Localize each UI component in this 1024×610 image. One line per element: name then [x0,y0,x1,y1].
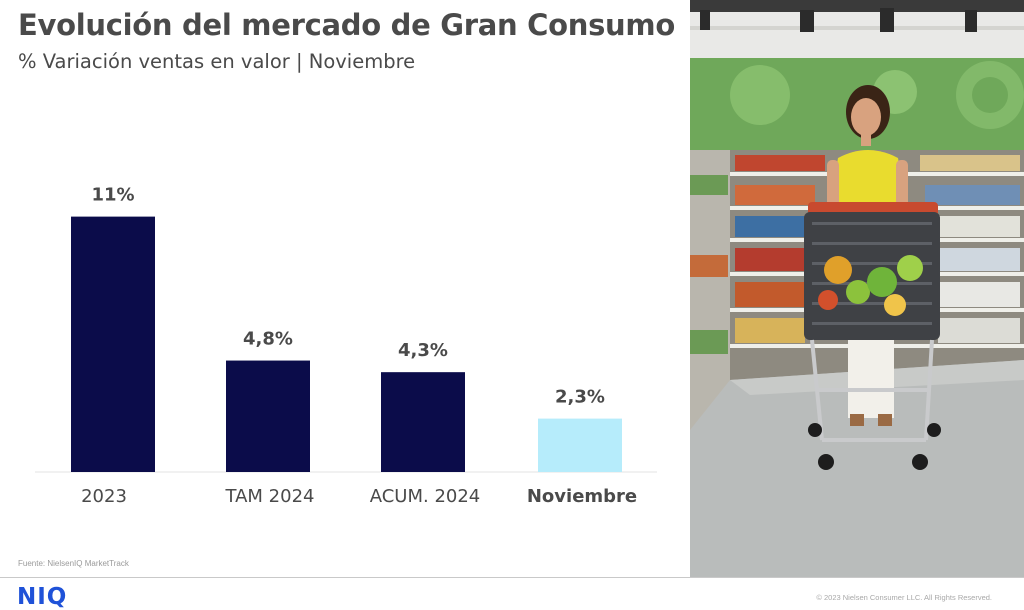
niq-logo: NIQ [17,584,68,610]
bar-0 [71,216,155,472]
data-label-1: 4,8% [243,329,293,350]
data-label-0: 11% [91,185,134,206]
bar-2 [381,372,465,472]
bar-1 [226,360,310,472]
page-subtitle: % Variación ventas en valor | Noviembre [18,50,416,73]
source-note: Fuente: NielsenIQ MarketTrack [18,559,129,568]
bar-chart: 11% 2023 4,8% TAM 2024 4,3% ACUM. 2024 2,3% Nov… [35,185,657,507]
category-label-0: 2023 [81,486,127,507]
data-label-3: 2,3% [555,387,605,408]
page-title: Evolución del mercado de Gran Consumo [18,8,675,42]
category-label-3: Noviembre [527,486,637,507]
data-label-2: 4,3% [398,340,448,361]
category-label-1: TAM 2024 [225,486,315,507]
supermarket-photo [690,0,1024,577]
bar-3 [538,418,622,472]
footer-divider [0,577,1024,578]
category-label-2: ACUM. 2024 [370,486,481,507]
copyright-note: © 2023 Nielsen Consumer LLC. All Rights … [816,593,992,602]
